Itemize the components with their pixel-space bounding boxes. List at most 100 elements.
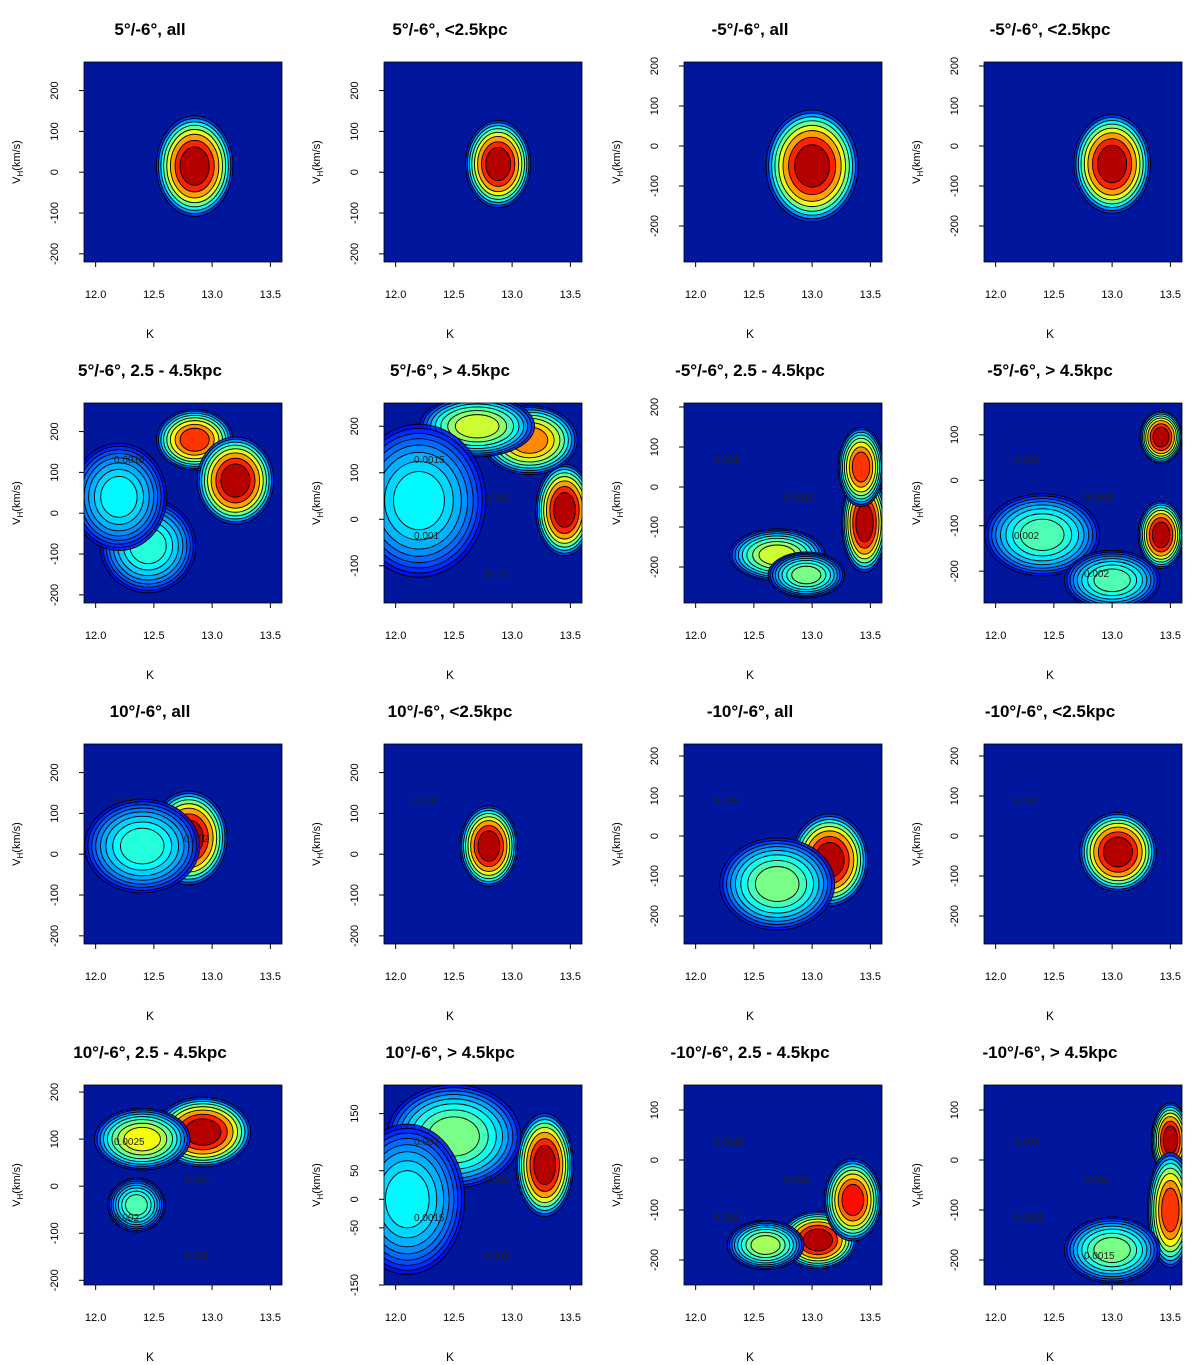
plot-frame: [983, 402, 1183, 604]
density-contour: [393, 471, 445, 531]
density-plot: 0.001 0.002 0.0025 0.0015 12.0 12.5 13.0 13.5 -2…: [911, 1084, 1183, 1324]
x-tick-label: 12.0: [985, 1312, 1006, 1324]
y-tick-label: -100: [949, 865, 961, 887]
x-tick-label: 12.5: [143, 1312, 164, 1324]
y-tick-label: 200: [349, 81, 361, 99]
y-tick-label: 200: [949, 57, 961, 75]
y-tick-label: 200: [349, 763, 361, 781]
contour-label: 0.001: [1014, 455, 1039, 466]
y-tick-label: -100: [649, 865, 661, 887]
chart-title: 10°/-6°, > 4.5kpc: [385, 1043, 515, 1062]
y-tick-label: 100: [349, 464, 361, 482]
plot-frame: [383, 743, 583, 945]
density-plot: 12.0 12.5 13.0 13.5 -200 -100 0 100 200 VH(km/s): [11, 61, 283, 301]
plot-frame: [83, 402, 283, 604]
y-tick-label: -100: [349, 884, 361, 906]
x-tick-label: 12.0: [385, 289, 406, 301]
y-axis-label: VH(km/s): [11, 481, 25, 525]
y-axis-label: VH(km/s): [311, 822, 325, 866]
y-tick-label: 0: [949, 143, 961, 149]
x-tick-label: 12.0: [685, 289, 706, 301]
y-tick-label: -100: [649, 516, 661, 538]
chart-panel: -5°/-6°, > 4.5kpc 0.001 0.0015 0.002 0.002 12…: [900, 341, 1200, 682]
density-contour: [385, 1170, 430, 1229]
density-contour: [477, 830, 501, 862]
y-tick-label: 200: [49, 422, 61, 440]
chart-title: 5°/-6°, 2.5 - 4.5kpc: [77, 361, 222, 380]
x-tick-label: 13.0: [1101, 971, 1122, 983]
y-tick-label: 0: [49, 169, 61, 175]
y-tick-label: -200: [49, 243, 61, 265]
y-axis-label: VH(km/s): [311, 140, 325, 184]
y-axis-label: VH(km/s): [911, 140, 925, 184]
x-tick-label: 12.5: [1043, 289, 1064, 301]
contour-label: 0.002: [1014, 796, 1039, 807]
x-axis-label: K: [145, 1350, 154, 1364]
density-peak: [1139, 410, 1182, 464]
contour-label: 0.001: [414, 1137, 439, 1148]
contour-label: 0.002: [484, 1175, 509, 1186]
y-tick-label: 100: [649, 97, 661, 115]
x-tick-label: 12.0: [685, 971, 706, 983]
x-axis-label: K: [1045, 668, 1054, 682]
y-tick-label: -150: [349, 1274, 361, 1296]
x-tick-label: 13.0: [501, 971, 522, 983]
density-contour: [179, 427, 210, 452]
contour-label: 0.002: [1084, 569, 1109, 580]
density-peak: [726, 1219, 805, 1271]
x-tick-label: 13.0: [801, 971, 822, 983]
density-contour: [485, 147, 511, 182]
contour-label: 0.0015: [714, 1137, 745, 1148]
plot-frame: [83, 1084, 283, 1286]
density-contour: [791, 565, 822, 585]
y-tick-label: 100: [49, 122, 61, 140]
chart-panel: 5°/-6°, > 4.5kpc 0.0015 0.002 0.001 5e-04 12.…: [300, 341, 600, 682]
x-tick-label: 12.0: [85, 630, 106, 642]
y-tick-label: 0: [49, 1183, 61, 1189]
y-tick-label: 100: [49, 1130, 61, 1148]
y-tick-label: -100: [949, 515, 961, 537]
density-peak: [984, 493, 1101, 577]
x-tick-label: 12.5: [743, 289, 764, 301]
y-tick-label: 200: [649, 747, 661, 765]
y-axis-label: VH(km/s): [311, 1163, 325, 1207]
density-contour: [553, 492, 576, 528]
x-axis-label: K: [1045, 327, 1054, 341]
density-contour: [794, 144, 831, 188]
density-peak: [719, 837, 836, 931]
density-contour: [750, 1235, 781, 1255]
contour-label: 0.002: [1014, 531, 1039, 542]
chart-panel: -5°/-6°, 2.5 - 4.5kpc 0.001 0.0015 12.0 12.5…: [600, 341, 900, 682]
x-tick-label: 12.5: [743, 630, 764, 642]
x-tick-label: 12.5: [443, 971, 464, 983]
contour-label: 0.003: [184, 1175, 209, 1186]
y-tick-label: -200: [649, 556, 661, 578]
y-tick-label: -200: [649, 1249, 661, 1271]
density-contour: [119, 827, 165, 865]
contour-label: 0.001: [184, 1251, 209, 1262]
y-tick-label: 0: [649, 833, 661, 839]
y-tick-label: 200: [349, 417, 361, 435]
y-tick-label: 0: [349, 851, 361, 857]
chart-title: -5°/-6°, all: [711, 20, 789, 39]
y-tick-label: 0: [49, 851, 61, 857]
density-peak: [196, 436, 275, 525]
y-tick-label: 0: [349, 169, 361, 175]
density-peak: [535, 463, 582, 557]
y-tick-label: -100: [49, 202, 61, 224]
x-tick-label: 13.5: [860, 1312, 881, 1324]
y-axis-label: VH(km/s): [611, 140, 625, 184]
x-tick-label: 13.5: [260, 1312, 281, 1324]
y-tick-label: 100: [649, 1101, 661, 1119]
density-contour: [1151, 521, 1171, 549]
chart-panel: -10°/-6°, all 0.003 12.0 12.5 13.0 13.5 -200 -1…: [600, 682, 900, 1023]
y-axis-label: VH(km/s): [911, 1163, 925, 1207]
y-tick-label: -200: [949, 560, 961, 582]
chart-title: -5°/-6°, 2.5 - 4.5kpc: [675, 361, 825, 380]
density-plot: 0.003 0.002 12.0 12.5 13.0 13.5 -200 -100 0 100 20…: [11, 743, 283, 983]
x-axis-label: K: [445, 327, 454, 341]
density-contour: [1162, 1125, 1179, 1155]
x-tick-label: 12.0: [385, 1312, 406, 1324]
density-plot: 0.003 12.0 12.5 13.0 13.5 -200 -100 0 100 200 VH(k…: [611, 743, 883, 983]
density-peak: [1063, 1216, 1161, 1284]
